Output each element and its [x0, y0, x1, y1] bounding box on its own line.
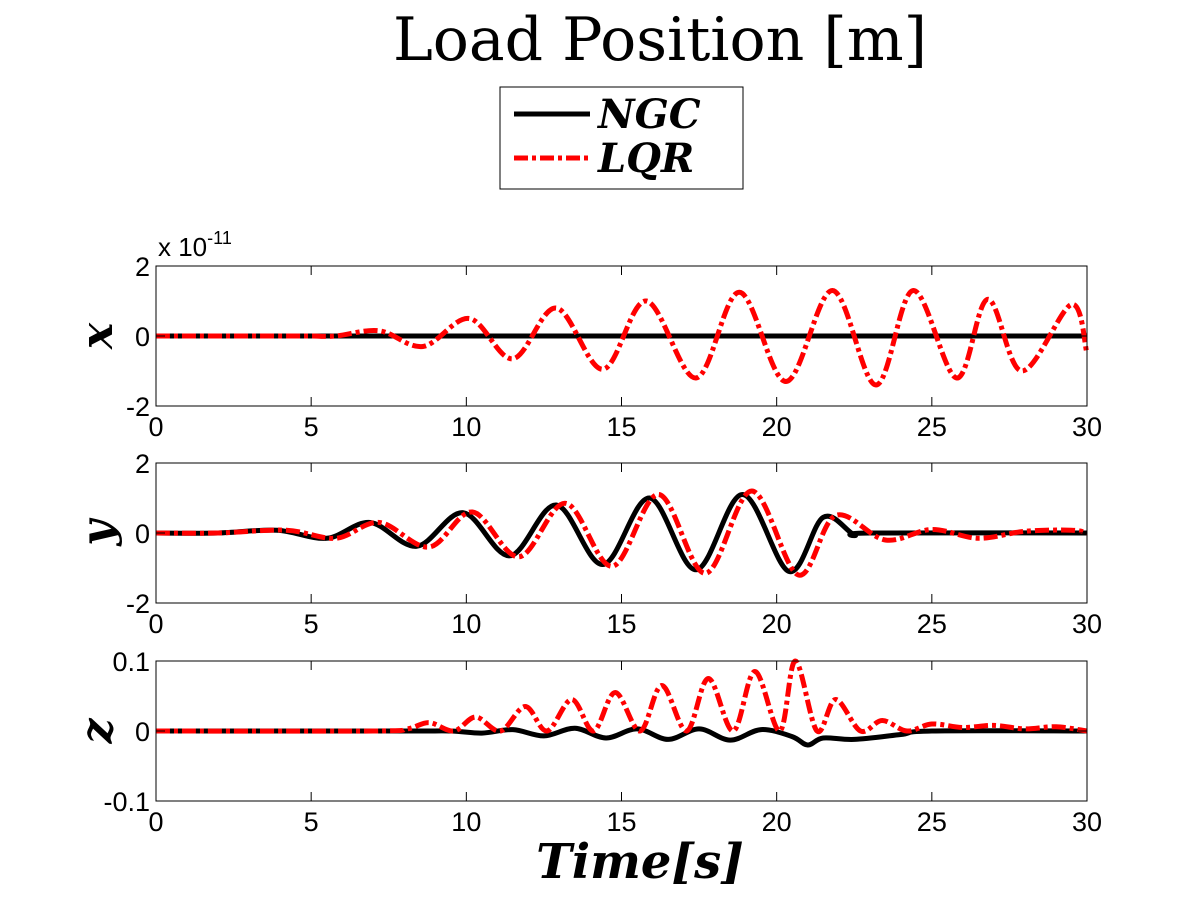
x-tick-label: 15: [606, 807, 636, 837]
x-tick-label: 10: [451, 807, 481, 837]
y-tick-label: 2: [135, 252, 150, 282]
y-axis-label: y: [72, 517, 123, 547]
x-tick-label: 0: [148, 807, 163, 837]
x-tick-label: 15: [606, 609, 636, 639]
series-line-lqr: [155, 488, 1088, 578]
y-tick-label: -0.1: [103, 787, 150, 817]
legend-box: [499, 86, 744, 190]
x-tick-label: 25: [917, 609, 947, 639]
x-tick-label: 30: [1072, 807, 1102, 837]
x-tick-label: 10: [451, 609, 481, 639]
x-tick-label: 20: [762, 807, 792, 837]
y-tick-label: 0: [135, 322, 150, 352]
x-tick-label: 25: [917, 807, 947, 837]
legend-label-lqr: LQR: [597, 135, 694, 182]
y-tick-label: 0.1: [112, 647, 150, 677]
legend-label-ngc: NGC: [596, 91, 701, 138]
x-tick-label: 5: [304, 807, 319, 837]
subplot-z: 0 5 10 15 20 25 300.10-0.1z: [72, 647, 1102, 837]
x-tick-label: 0: [148, 609, 163, 639]
y-tick-label: 0: [135, 519, 150, 549]
y-tick-label: -2: [126, 392, 150, 422]
chart-title: Load Position [m]: [393, 5, 927, 75]
legend: NGC LQR: [499, 86, 744, 190]
series-line-lqr: [156, 287, 1090, 388]
y-tick-label: 2: [135, 449, 150, 479]
x-tick-label: 20: [762, 609, 792, 639]
x-tick-label: 20: [762, 412, 792, 442]
y-axis-label: x: [72, 322, 123, 350]
x-tick-label: 15: [606, 412, 636, 442]
y-exponent-label: x 10-11: [158, 228, 232, 262]
y-tick-label: -2: [126, 589, 150, 619]
x-tick-label: 10: [451, 412, 481, 442]
x-tick-label: 25: [917, 412, 947, 442]
x-tick-label: 30: [1072, 609, 1102, 639]
y-axis-label: z: [72, 718, 123, 745]
x-tick-label: 0: [148, 412, 163, 442]
series-line-ngc: [155, 725, 1088, 748]
y-tick-label: 0: [135, 717, 150, 747]
x-tick-label: 30: [1072, 412, 1102, 442]
x-axis-label: Time[s]: [536, 834, 744, 890]
x-tick-label: 5: [304, 609, 319, 639]
x-tick-label: 5: [304, 412, 319, 442]
series-line-lqr: [155, 658, 1088, 735]
